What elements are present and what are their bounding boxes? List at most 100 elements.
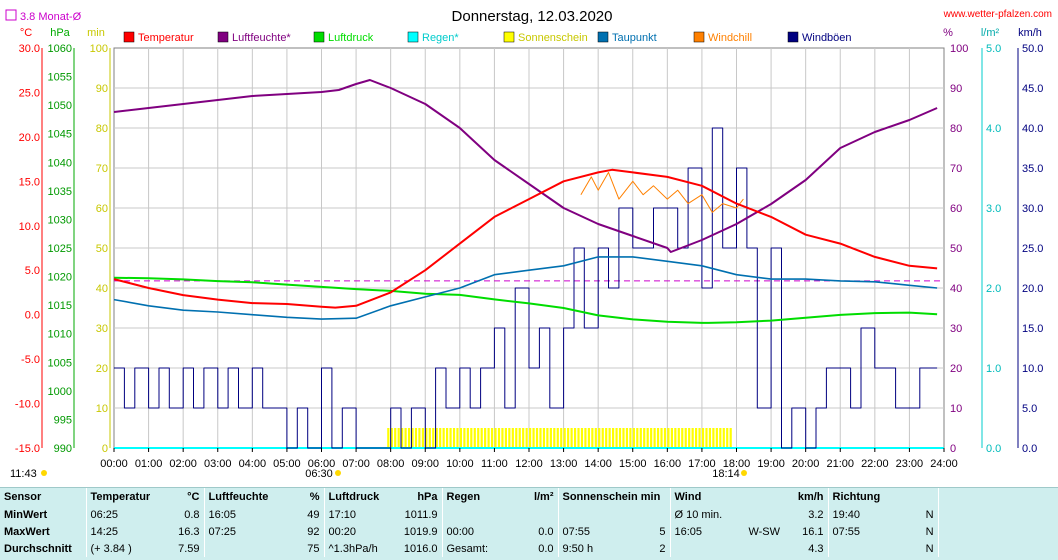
stats-header-rain-unit: l/m² bbox=[533, 491, 554, 503]
sunshine-bar bbox=[560, 428, 563, 448]
weather-chart: 00:00 01:00 02:00 03:00 04:00 05:00 06:00 07:00… bbox=[5, 8, 1052, 480]
sunshine-bar bbox=[722, 428, 725, 448]
sunshine-bar bbox=[401, 428, 404, 448]
pressure-tick-label: 1005 bbox=[48, 357, 72, 369]
sunshine-bar bbox=[421, 428, 424, 448]
sunshine-bar bbox=[432, 428, 435, 448]
x-tick-label: 03:00 bbox=[204, 458, 232, 470]
chart-axes: 00:00 01:00 02:00 03:00 04:00 05:00 06:00 07:00… bbox=[15, 43, 1044, 470]
x-tick-label: 19:00 bbox=[757, 458, 785, 470]
sunshine-bar bbox=[525, 428, 528, 448]
x-tick-label: 10:00 bbox=[446, 458, 474, 470]
sunshine-bar bbox=[529, 428, 532, 448]
x-tick-label: 05:00 bbox=[273, 458, 301, 470]
x-tick-label: 04:00 bbox=[239, 458, 267, 470]
sunshine-bar bbox=[439, 428, 442, 448]
sunshine-bar bbox=[497, 428, 501, 448]
sunshine-bar bbox=[684, 428, 687, 448]
pressure-tick-label: 1045 bbox=[48, 129, 72, 141]
stats-cell bbox=[730, 506, 784, 523]
stats-cell: 0.0 bbox=[538, 542, 554, 555]
x-tick-label: 16:00 bbox=[654, 458, 682, 470]
legend-swatch bbox=[313, 31, 325, 43]
stats-cell: Ø 10 min. bbox=[669, 506, 731, 523]
x-tick-label: 13:00 bbox=[550, 458, 578, 470]
x-tick-label: 06:00 bbox=[308, 458, 336, 470]
series-line-taupunkt bbox=[113, 256, 938, 320]
pressure-tick-label: 995 bbox=[54, 414, 72, 426]
pressure-tick-label: 1015 bbox=[48, 300, 72, 312]
sunshine-bar bbox=[411, 428, 414, 448]
sunshine-bar bbox=[650, 428, 653, 448]
sunshine-bar bbox=[667, 428, 670, 448]
sunshine-bar bbox=[656, 428, 660, 448]
unit-celsius: °C bbox=[20, 27, 32, 39]
unit-hpa: hPa bbox=[50, 27, 70, 39]
sunshine-bar bbox=[646, 428, 649, 448]
stats-cell bbox=[557, 506, 624, 523]
sunshine_min-tick-label: 100 bbox=[90, 43, 108, 55]
stats-row-label: MinWert bbox=[4, 508, 48, 521]
unit-min: min bbox=[87, 27, 105, 39]
stats-cell: 7.59 bbox=[178, 542, 200, 555]
legend-swatch bbox=[407, 31, 419, 43]
wind-tick-label: 0.0 bbox=[1022, 443, 1037, 455]
sunshine-bar bbox=[636, 428, 639, 448]
legend-swatch bbox=[787, 31, 799, 43]
sunshine-bar bbox=[719, 428, 722, 448]
unit-lm2: l/m² bbox=[981, 27, 1000, 39]
sunshine-bar bbox=[674, 428, 677, 448]
pressure-tick-label: 1035 bbox=[48, 186, 72, 198]
pressure-tick-label: 1000 bbox=[48, 386, 72, 398]
pressure-tick-label: 1020 bbox=[48, 272, 72, 284]
sunshine_min-tick-label: 90 bbox=[96, 83, 108, 95]
stats-cell bbox=[669, 540, 731, 557]
stats-cell: 07:55 bbox=[827, 523, 909, 540]
sunshine-bar bbox=[452, 428, 456, 448]
stats-row-label: MaxWert bbox=[4, 525, 50, 538]
wind-tick-label: 5.0 bbox=[1022, 403, 1037, 415]
stats-row-avg: Durchschnitt (+ 3.84 ) 7.59 75 ^1.3hPa/h… bbox=[0, 540, 1058, 557]
wind-tick-label: 30.0 bbox=[1022, 203, 1043, 215]
sunshine-bar bbox=[618, 428, 622, 448]
x-tick-label: 21:00 bbox=[826, 458, 854, 470]
stats-cell: (+ 3.84 ) bbox=[85, 540, 158, 557]
statistics-panel: Sensor Temperatur °C Luftfeuchte % Luftd… bbox=[0, 487, 1058, 560]
humidity-tick-label: 30 bbox=[950, 323, 962, 335]
sunshine-bar bbox=[553, 428, 556, 448]
rain-tick-label: 0.0 bbox=[986, 443, 1001, 455]
sunshine-bar bbox=[449, 428, 452, 448]
sunshine-bar bbox=[414, 428, 418, 448]
sunshine_min-tick-label: 30 bbox=[96, 323, 108, 335]
sunshine_min-tick-label: 50 bbox=[96, 243, 108, 255]
humidity-tick-label: 0 bbox=[950, 443, 956, 455]
stats-header-rain: Regen bbox=[441, 488, 514, 506]
sunshine-bar bbox=[535, 428, 539, 448]
humidity-tick-label: 40 bbox=[950, 283, 962, 295]
stats-cell: ^1.3hPa/h bbox=[323, 540, 396, 557]
site-url[interactable]: www.wetter-pfalzen.com bbox=[943, 9, 1052, 20]
stats-cell: 07:55 bbox=[557, 523, 624, 540]
sunset-time: 18:14 bbox=[712, 468, 740, 480]
sunshine-bar bbox=[532, 428, 535, 448]
stats-cell: 19:40 bbox=[827, 506, 909, 523]
sunshine_min-tick-label: 40 bbox=[96, 283, 108, 295]
series-line-temperatur bbox=[113, 168, 938, 309]
sunshine-bar bbox=[466, 428, 469, 448]
stats-cell: 17:10 bbox=[323, 506, 396, 523]
legend-label: Taupunkt bbox=[612, 32, 657, 44]
wind-tick-label: 15.0 bbox=[1022, 323, 1043, 335]
stats-cell bbox=[827, 540, 909, 557]
sunshine-bar bbox=[573, 428, 577, 448]
sunshine-bar bbox=[397, 428, 400, 448]
humidity-tick-label: 10 bbox=[950, 403, 962, 415]
sunshine-bar bbox=[428, 428, 431, 448]
stats-header-pressure-unit: hPa bbox=[417, 491, 438, 503]
rain-tick-label: 1.0 bbox=[986, 363, 1001, 375]
sunshine-bar bbox=[643, 428, 646, 448]
sunshine-bar bbox=[622, 428, 625, 448]
stats-header-row: Sensor Temperatur °C Luftfeuchte % Luftd… bbox=[0, 488, 1058, 506]
unit-percent: % bbox=[943, 27, 953, 39]
x-tick-label: 23:00 bbox=[896, 458, 924, 470]
x-tick-label: 07:00 bbox=[342, 458, 370, 470]
